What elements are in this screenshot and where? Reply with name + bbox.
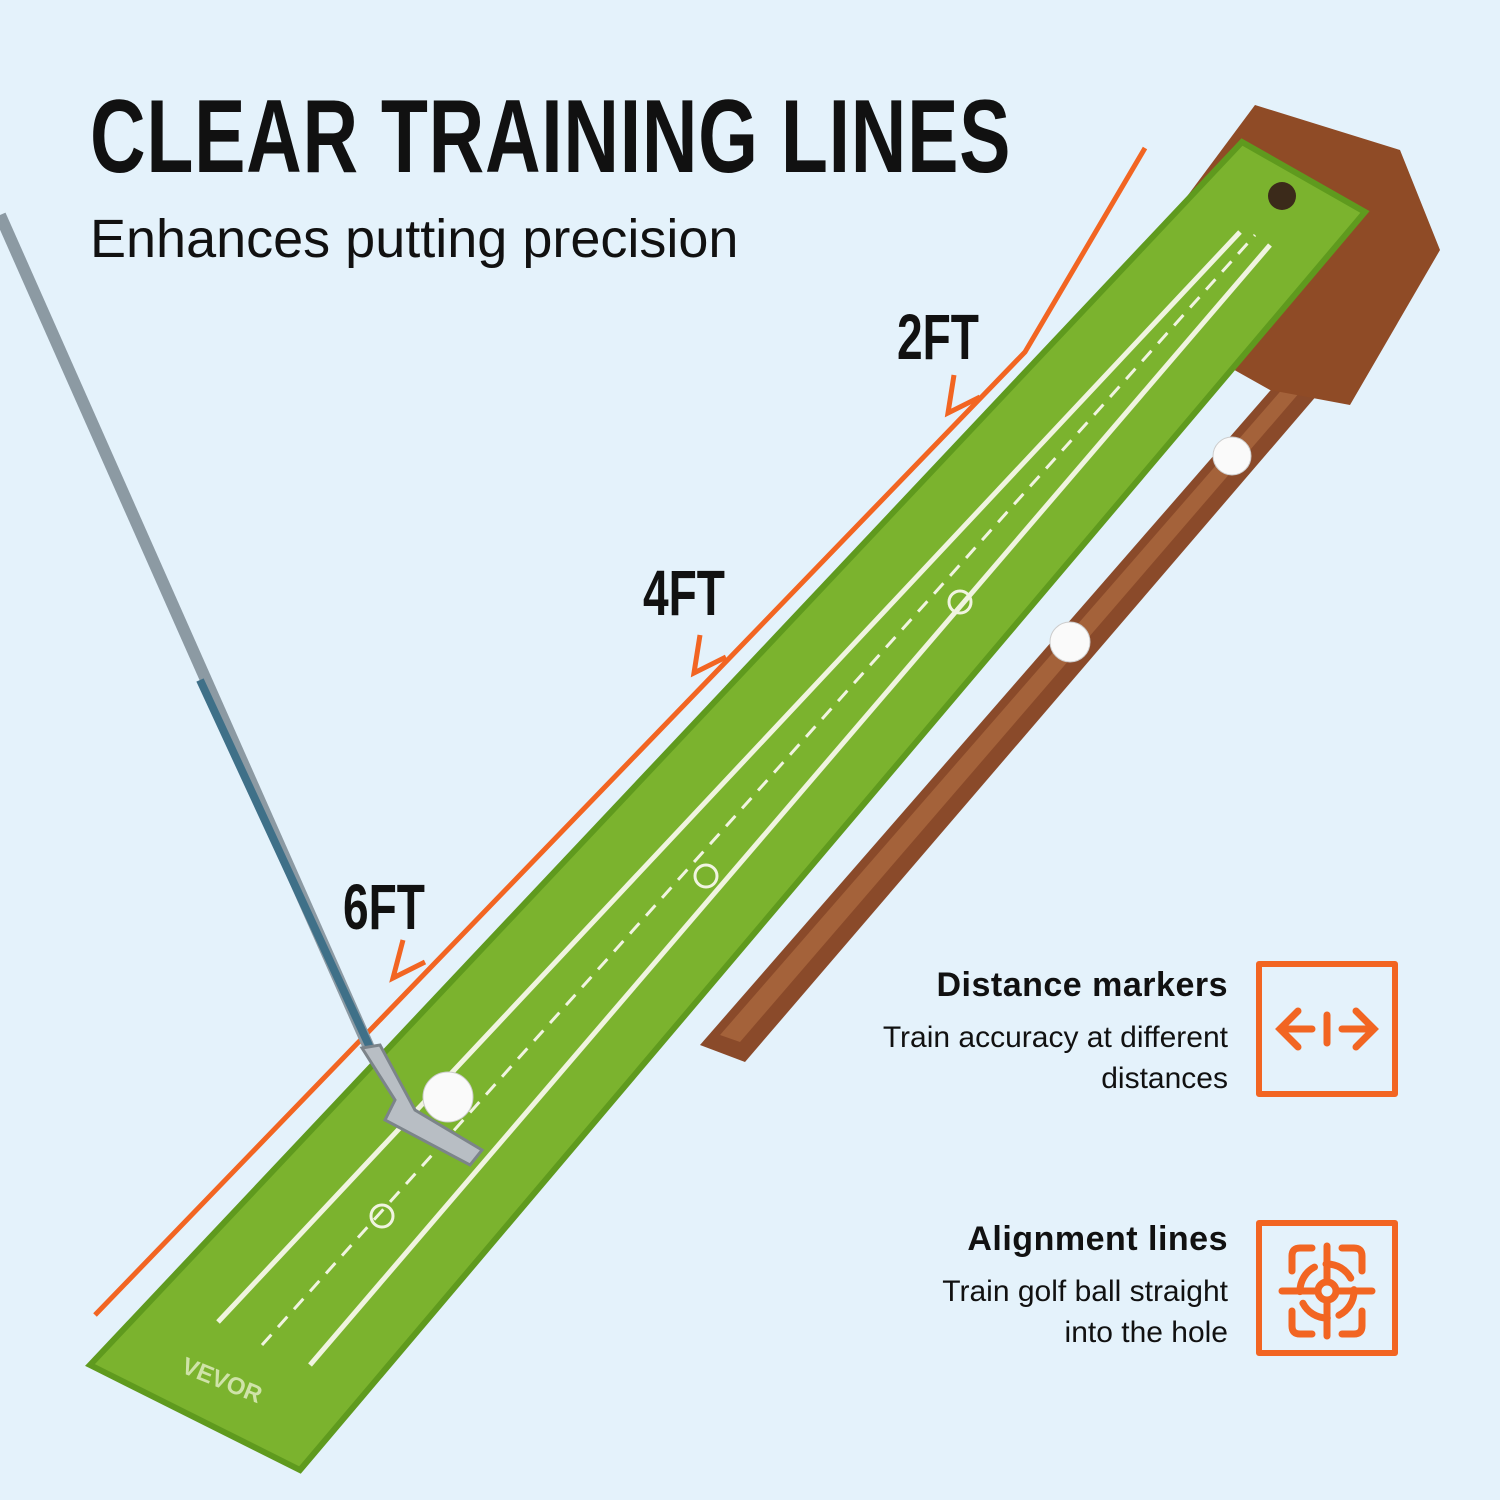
tick-4ft <box>690 634 728 678</box>
center-dashed-line <box>260 233 1257 1347</box>
tick-2ft <box>944 374 982 418</box>
distance-marker-6ft <box>369 1203 395 1229</box>
putter-head <box>359 1043 485 1167</box>
alignment-line-right <box>308 243 1272 1367</box>
distance-marker-2ft <box>947 589 973 615</box>
putter-shaft-lower <box>196 678 376 1054</box>
page-subtitle: Enhances putting precision <box>90 209 739 269</box>
feature-title: Distance markers <box>936 966 1228 1004</box>
distance-marker-4ft <box>693 863 719 889</box>
hole <box>1268 182 1296 210</box>
feature-title: Alignment lines <box>967 1220 1228 1258</box>
feature-description: into the hole <box>1064 1316 1228 1349</box>
feature-alignment-lines: Alignment lines Train golf ball straight… <box>942 1220 1228 1353</box>
page-title: CLEAR TRAINING LINES <box>90 79 1012 195</box>
distance-label-4ft: 4FT <box>643 557 725 629</box>
tick-6ft <box>389 939 427 983</box>
feature-distance-markers: Distance markers Train accuracy at diffe… <box>883 966 1228 1099</box>
feature-description: Train golf ball straight <box>942 1275 1228 1308</box>
target-crosshair-icon <box>1256 1220 1398 1356</box>
distance-arrows-icon <box>1256 961 1398 1097</box>
feature-description: Train accuracy at different <box>882 1021 1228 1054</box>
alignment-line-left <box>216 230 1242 1324</box>
feature-description: distances <box>1101 1062 1228 1095</box>
distance-label-6ft: 6FT <box>343 871 425 943</box>
golf-ball <box>1049 621 1091 663</box>
green-mat <box>85 138 1370 1474</box>
measure-line <box>93 146 1148 1317</box>
distance-label-2ft: 2FT <box>897 301 979 373</box>
golf-ball <box>1212 436 1252 476</box>
golf-ball <box>422 1071 474 1123</box>
rail-inner <box>720 386 1300 1042</box>
